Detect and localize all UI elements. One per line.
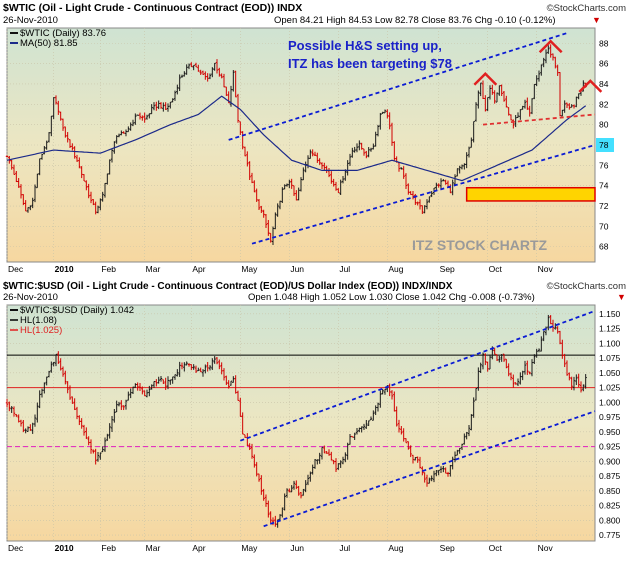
x-tick-label: Jul (339, 264, 350, 274)
target-zone-box (465, 186, 596, 202)
y-tick-label: 1.100 (599, 338, 621, 348)
top-y-axis: 687072747678808284868878 (596, 38, 614, 252)
x-tick-label: Feb (101, 264, 116, 274)
top-symbol-line: $WTIC (Oil - Light Crude - Continuous Co… (3, 2, 302, 14)
y-tick-label: 1.125 (599, 324, 621, 334)
bottom-legend: $WTIC:$USD (Daily) 1.042 HL(1.08) HL(1.0… (10, 305, 134, 336)
bottom-plot-area (6, 304, 596, 542)
y-tick-label: 1.150 (599, 309, 621, 319)
top-ohlc: Open 84.21 High 84.53 Low 82.78 Close 83… (274, 15, 556, 26)
x-tick-label: Aug (388, 543, 403, 553)
x-tick-label: Apr (192, 264, 205, 274)
y-tick-label: 1.025 (599, 383, 621, 393)
current-price-tag (596, 138, 614, 152)
y-tick-label: 1.000 (599, 397, 621, 407)
x-tick-label: Nov (538, 543, 554, 553)
channel-line (263, 410, 596, 528)
y-tick-label: 76 (599, 160, 609, 170)
y-tick-label: 82 (599, 99, 609, 109)
x-tick-label: Mar (146, 543, 161, 553)
legend-ratio-label: $WTIC:$USD (Daily) 1.042 (20, 305, 134, 316)
y-tick-label: 0.775 (599, 530, 621, 540)
legend-hl1-label: HL(1.08) (20, 315, 57, 326)
y-tick-label: 1.050 (599, 368, 621, 378)
y-tick-label: 0.800 (599, 515, 621, 525)
annotation-line-1: Possible H&S setting up, (288, 38, 442, 53)
legend-price-label: $WTIC (Daily) 83.76 (20, 28, 106, 39)
y-tick-label: 68 (599, 242, 609, 252)
bottom-symbol-line: $WTIC:$USD (Oil - Light Crude - Continuo… (3, 281, 453, 292)
legend-ma-label: MA(50) 81.85 (20, 38, 78, 49)
y-tick-label: 72 (599, 201, 609, 211)
y-tick-label: 0.850 (599, 486, 621, 496)
x-tick-label: Oct (489, 264, 503, 274)
bottom-panel: $WTIC:$USD (Oil - Light Crude - Continuo… (3, 281, 626, 553)
x-tick-label: Sep (440, 543, 455, 553)
x-tick-label: May (241, 264, 258, 274)
top-chg-arrow: ▼ (592, 15, 601, 25)
hs-peak-marker (538, 39, 563, 54)
bottom-y-axis: 0.775 0.800 0.825 0.850 0.875 0.900 0.925 0.950… (599, 309, 621, 540)
y-tick-label: 74 (599, 181, 609, 191)
channel-line (228, 32, 568, 141)
y-tick-label: 0.875 (599, 471, 621, 481)
top-legend: $WTIC (Daily) 83.76 MA(50) 81.85 (10, 28, 106, 49)
hs-peak-marker (578, 79, 603, 93)
hs-neckline (482, 113, 596, 126)
x-tick-label: Apr (192, 543, 205, 553)
x-tick-label: 2010 (55, 264, 74, 274)
x-tick-label: Jul (339, 543, 350, 553)
hs-peak-marker (473, 72, 498, 86)
y-tick-label: 0.900 (599, 456, 621, 466)
top-panel: $WTIC (Oil - Light Crude - Continuous Co… (3, 2, 626, 274)
top-date: 26-Nov-2010 (3, 15, 58, 26)
bottom-chg-arrow: ▼ (617, 292, 626, 302)
y-tick-label: 70 (599, 221, 609, 231)
current-price-label: 78 (599, 140, 609, 150)
top-target-box (465, 186, 596, 202)
ma50-line (6, 95, 587, 182)
y-tick-label: 88 (599, 38, 609, 48)
x-tick-label: Jun (290, 264, 304, 274)
top-lines (5, 32, 603, 245)
watermark: ITZ STOCK CHARTZ (412, 237, 548, 253)
x-tick-label: Mar (146, 264, 161, 274)
y-tick-label: 80 (599, 120, 609, 130)
channel-line (251, 144, 596, 245)
y-tick-label: 0.975 (599, 412, 621, 422)
x-tick-label: Dec (8, 543, 24, 553)
y-tick-label: 0.825 (599, 501, 621, 511)
y-tick-label: 1.075 (599, 353, 621, 363)
x-tick-label: Nov (538, 264, 554, 274)
x-tick-label: Feb (101, 543, 116, 553)
x-tick-label: May (241, 543, 258, 553)
x-tick-label: Aug (388, 264, 403, 274)
top-brand: ©StockCharts.com (547, 3, 626, 14)
x-tick-label: Oct (489, 543, 503, 553)
bottom-brand: ©StockCharts.com (547, 281, 626, 292)
bottom-ohlc: Open 1.048 High 1.052 Low 1.030 Close 1.… (248, 292, 535, 303)
y-tick-label: 86 (599, 59, 609, 69)
x-tick-label: Sep (440, 264, 455, 274)
top-x-axis: Dec 2010 Feb Mar Apr May Jun Jul Aug Sep Oct Nov (8, 264, 554, 274)
y-tick-label: 0.925 (599, 442, 621, 452)
bottom-date: 26-Nov-2010 (3, 292, 58, 303)
y-tick-label: 0.950 (599, 427, 621, 437)
bottom-lines (5, 310, 596, 528)
x-tick-label: 2010 (55, 543, 74, 553)
x-tick-label: Jun (290, 543, 304, 553)
bottom-x-axis: Dec 2010 Feb Mar Apr May Jun Jul Aug Sep Oct Nov (8, 543, 554, 553)
y-tick-label: 84 (599, 79, 609, 89)
legend-hl2-label: HL(1.025) (20, 325, 62, 336)
annotation-line-2: ITZ has been targeting $78 (288, 56, 452, 71)
x-tick-label: Dec (8, 264, 24, 274)
